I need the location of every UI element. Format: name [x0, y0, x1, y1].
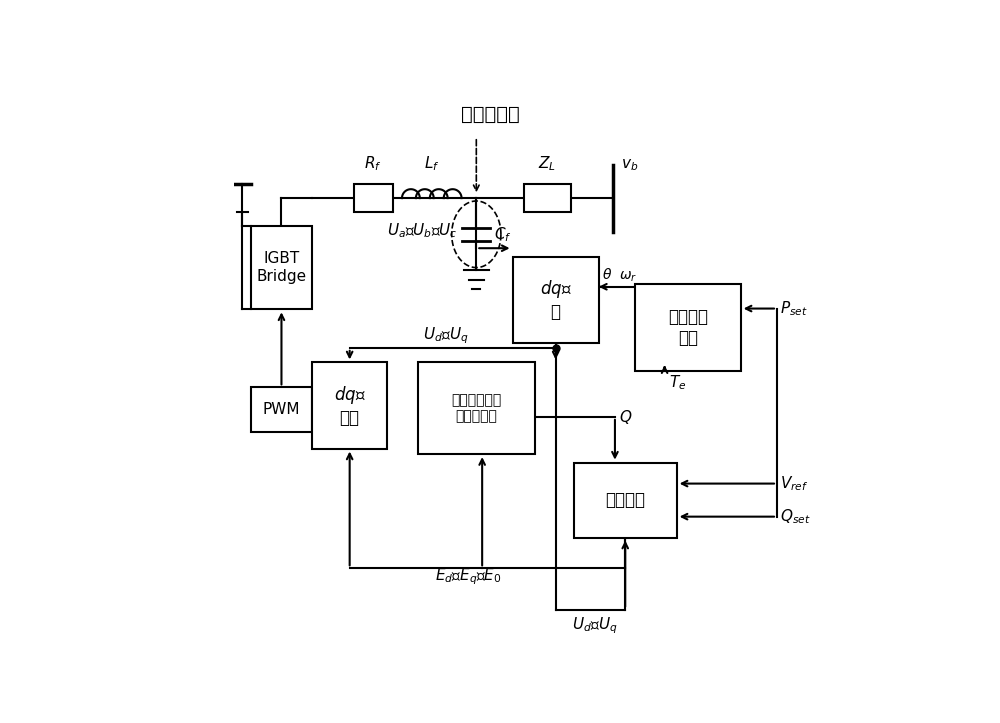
FancyBboxPatch shape	[312, 362, 387, 448]
Text: $R_f$: $R_f$	[364, 154, 382, 173]
Text: $dq$变
换: $dq$变 换	[540, 278, 572, 321]
Bar	[524, 184, 571, 212]
Text: $L_f$: $L_f$	[424, 154, 440, 173]
Text: $P_{set}$: $P_{set}$	[780, 299, 808, 318]
Text: $U_d$、$U_q$: $U_d$、$U_q$	[572, 616, 617, 636]
Text: 逆变器输出功
率计算方程: 逆变器输出功 率计算方程	[451, 393, 501, 424]
Text: $U_d$、$U_q$: $U_d$、$U_q$	[423, 325, 469, 346]
Text: $U_a$、$U_b$、$U_c$: $U_a$、$U_b$、$U_c$	[387, 221, 458, 240]
Text: $Q_{set}$: $Q_{set}$	[780, 508, 810, 526]
FancyBboxPatch shape	[512, 257, 599, 343]
Text: $Z_L$: $Z_L$	[538, 154, 556, 173]
Text: IGBT
Bridge: IGBT Bridge	[256, 252, 307, 284]
Text: $v_b$: $v_b$	[621, 158, 638, 173]
Bar	[354, 184, 393, 212]
Text: $V_{ref}$: $V_{ref}$	[780, 474, 808, 493]
FancyBboxPatch shape	[251, 226, 312, 309]
Text: $dq$反
变换: $dq$反 变换	[334, 384, 366, 427]
FancyBboxPatch shape	[635, 284, 741, 371]
Text: $Q$: $Q$	[619, 408, 633, 427]
Text: PWM: PWM	[263, 402, 300, 417]
Text: $C_f$: $C_f$	[494, 225, 512, 244]
Text: 电压控制: 电压控制	[605, 491, 645, 509]
FancyBboxPatch shape	[418, 362, 535, 454]
Text: $E_d$、$E_q$、$E_0$: $E_d$、$E_q$、$E_0$	[435, 567, 501, 587]
FancyBboxPatch shape	[251, 388, 312, 432]
Text: 转子运动
方程: 转子运动 方程	[668, 308, 708, 347]
Text: 电压传感器: 电压传感器	[461, 105, 520, 124]
Text: $\theta$  $\omega_r$: $\theta$ $\omega_r$	[602, 267, 637, 284]
FancyBboxPatch shape	[574, 463, 677, 538]
Text: $T_e$: $T_e$	[669, 374, 686, 392]
